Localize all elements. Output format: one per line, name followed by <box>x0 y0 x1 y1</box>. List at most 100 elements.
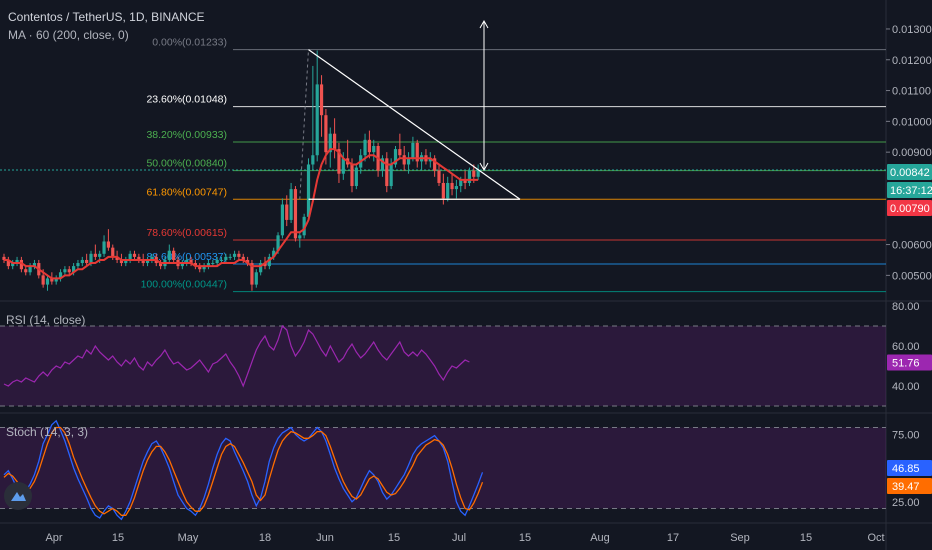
candle <box>102 235 106 257</box>
candle-body <box>337 149 341 174</box>
candle <box>437 164 441 187</box>
candle <box>80 256 84 267</box>
time-tick-label: Sep <box>730 532 750 544</box>
descending-trendline <box>308 49 521 200</box>
candle-body <box>102 241 106 254</box>
candle-body <box>285 204 289 220</box>
ma-line <box>4 148 479 280</box>
candle-body <box>302 216 306 236</box>
candle-body <box>289 189 293 220</box>
candle-body <box>67 269 71 273</box>
stoch-band <box>0 427 886 509</box>
stoch-label[interactable]: Stoch (14, 3, 3) <box>6 425 89 439</box>
price-tick-label: 0.00900 <box>892 147 932 159</box>
candle-body <box>350 164 354 187</box>
candle <box>367 130 371 159</box>
candle <box>106 229 110 251</box>
candle-body <box>333 133 337 150</box>
chart-title: Contentos / TetherUS, 1D, BINANCE <box>8 10 205 24</box>
candle-body <box>472 170 476 177</box>
candle <box>11 259 15 270</box>
candle-body <box>446 182 450 199</box>
tradingview-logo[interactable] <box>4 482 32 510</box>
candle-body <box>319 84 324 116</box>
candle-body <box>115 256 119 260</box>
fib-retracement[interactable]: 0.00%(0.01233) 23.60%(0.01048) 38.20%(0.00… <box>0 37 886 293</box>
candle-body <box>389 164 393 187</box>
time-axis[interactable]: Apr 15 May 18 Jun 15 Jul 15 Aug 17 Sep 15 Oct <box>45 532 884 544</box>
stoch-value-label: 39.47 <box>892 481 920 493</box>
time-tick-label: Apr <box>45 532 62 544</box>
candle <box>67 266 71 276</box>
candle-body <box>232 253 237 257</box>
candle <box>285 195 289 227</box>
price-tags: 0.00842 16:37:12 0.00790 51.76 46.85 39.47 <box>887 164 932 494</box>
candle <box>454 179 458 199</box>
candle <box>159 259 163 270</box>
candlesticks <box>2 50 480 291</box>
candle <box>32 259 37 270</box>
trendline-drawings[interactable] <box>299 19 521 200</box>
candle-body <box>202 266 206 270</box>
candle-body <box>272 250 276 257</box>
candle-body <box>180 263 184 267</box>
candle <box>54 275 58 285</box>
candle-body <box>398 149 402 156</box>
candle <box>328 127 332 168</box>
candle-body <box>193 263 197 267</box>
candle-body <box>363 139 367 156</box>
candle <box>211 259 215 267</box>
price-tick-label: 0.01100 <box>892 86 931 98</box>
candle-body <box>24 269 28 273</box>
moving-average <box>4 148 479 280</box>
candle <box>58 269 63 282</box>
candle <box>306 158 311 220</box>
candle-body <box>150 256 154 260</box>
price-tick-label: 0.00500 <box>892 270 932 282</box>
candle-body <box>45 278 50 285</box>
time-tick-label: 17 <box>667 532 679 544</box>
candle <box>424 149 428 165</box>
candle-body <box>219 259 224 261</box>
candle-body <box>132 253 137 257</box>
candle-body <box>85 259 89 264</box>
candle-body <box>32 263 37 267</box>
time-tick-label: 15 <box>112 532 124 544</box>
candle <box>180 259 184 270</box>
candle <box>63 266 67 276</box>
candle-body <box>415 142 419 162</box>
candle <box>237 250 241 260</box>
candle-body <box>411 142 415 159</box>
candle-body <box>428 158 432 162</box>
candle <box>254 269 258 288</box>
rsi-label[interactable]: RSI (14, close) <box>6 313 86 327</box>
candle <box>372 139 376 162</box>
candle-body <box>6 259 10 267</box>
rsi-pane <box>3 324 470 388</box>
candle-body <box>246 259 250 264</box>
fib-level-label: 0.00%(0.01233) <box>152 37 227 49</box>
rsi-value-tag <box>887 354 932 371</box>
stoch-k-line <box>3 419 484 521</box>
candle <box>45 275 50 291</box>
stoch-value-tag <box>887 478 932 494</box>
candle-body <box>63 269 67 273</box>
candle-body <box>385 158 389 187</box>
candle <box>24 266 28 276</box>
ma-indicator-label[interactable]: MA · 60 (200, close, 0) <box>8 28 129 42</box>
stoch-d-line <box>3 426 484 516</box>
candle-body <box>237 253 241 257</box>
candle <box>446 176 450 202</box>
candle <box>132 250 137 260</box>
candle <box>185 256 189 267</box>
stoch-value-tag <box>887 460 932 476</box>
time-tick-label: 15 <box>800 532 812 544</box>
candle-body <box>280 204 284 236</box>
price-tick-label: 0.01000 <box>892 116 932 128</box>
price-axis[interactable]: 0.01300 0.01200 0.01100 0.01000 0.00900 0.006… <box>886 24 932 509</box>
candle <box>232 250 237 260</box>
time-tick-label: Oct <box>867 532 884 544</box>
candle <box>476 164 480 180</box>
